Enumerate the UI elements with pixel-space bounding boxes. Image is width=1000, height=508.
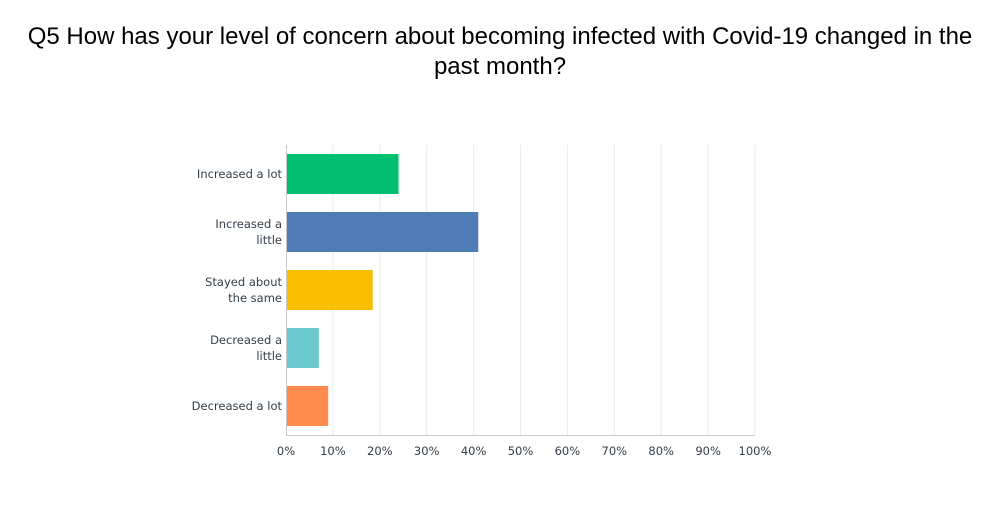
bars: [286, 154, 479, 426]
x-tick-label: 70%: [602, 444, 628, 458]
category-label: Increased a lot: [197, 167, 283, 181]
x-tick-label: 10%: [320, 444, 346, 458]
x-tick-label: 60%: [555, 444, 581, 458]
bar: [286, 328, 319, 368]
category-label: Stayed about: [205, 275, 282, 289]
x-tick-label: 30%: [414, 444, 440, 458]
category-label: Decreased a: [210, 333, 282, 347]
x-tick-label: 20%: [367, 444, 393, 458]
x-tick-label: 100%: [739, 444, 772, 458]
x-tick-label: 80%: [648, 444, 674, 458]
bar: [286, 386, 329, 426]
bar: [286, 212, 479, 252]
x-tick-labels: 0% 10% 20% 30% 40% 50% 60% 70% 80% 90% 100%: [277, 444, 772, 458]
axes: [286, 145, 755, 436]
category-label: the same: [228, 291, 282, 305]
category-label: Increased a: [215, 217, 282, 231]
bar: [286, 270, 373, 310]
x-tick-label: 90%: [695, 444, 721, 458]
category-label: little: [256, 233, 282, 247]
x-tick-label: 50%: [508, 444, 534, 458]
bar: [286, 154, 399, 194]
category-labels: Increased a lot Increased a little Stayed a…: [192, 167, 283, 413]
x-tick-label: 0%: [277, 444, 295, 458]
category-label: Decreased a lot: [192, 399, 283, 413]
x-tick-label: 40%: [461, 444, 487, 458]
chart-title: Q5 How has your level of concern about b…: [27, 23, 973, 80]
gridlines: [332, 145, 756, 435]
category-label: little: [256, 349, 282, 363]
